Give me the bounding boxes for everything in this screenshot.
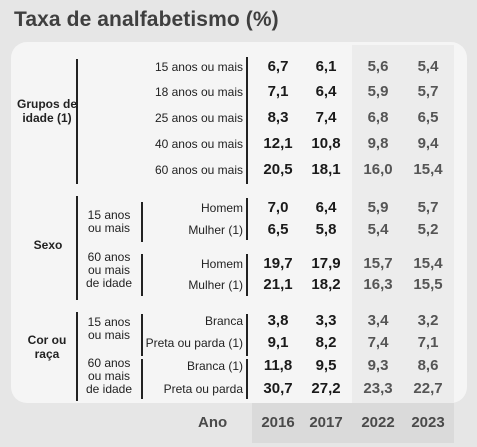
table-cell: 6,7	[267, 58, 289, 75]
row-label: Preta ou parda (1)	[145, 336, 243, 350]
subgroup-label-sex-15: 15 anos ou mais	[87, 208, 131, 235]
table-cell: 22,7	[413, 380, 443, 397]
row-label: Branca	[204, 314, 243, 328]
table-cell: 9,5	[315, 357, 337, 374]
divider-race-15	[246, 314, 248, 356]
table-cell: 15,5	[413, 276, 443, 293]
table-cell: 6,1	[315, 58, 337, 75]
table-cell: 3,4	[367, 312, 389, 329]
divider-sex-15	[246, 198, 248, 240]
subgroup-label-race-60: 60 anos ou mais de idade	[85, 356, 133, 396]
table-cell: 9,1	[267, 334, 289, 351]
table-cell: 9,8	[367, 135, 389, 152]
table-cell: 3,8	[267, 312, 289, 329]
table-cell: 17,9	[311, 255, 341, 272]
table-cell: 5,7	[417, 83, 439, 100]
table-cell: 10,8	[311, 135, 341, 152]
year-label: 2022	[361, 414, 395, 431]
row-label: Preta ou parda	[163, 382, 243, 396]
subgroup-label-sex-60: 60 anos ou mais de idade	[85, 250, 133, 290]
table-cell: 15,4	[413, 255, 443, 272]
row-label: Mulher (1)	[188, 223, 243, 237]
group-label-race: Cor ou raça	[27, 333, 67, 361]
table-cell: 20,5	[263, 161, 293, 178]
footer-year-cell	[352, 403, 404, 443]
chart-title: Taxa de analfabetismo (%)	[14, 8, 279, 31]
table-cell: 30,7	[263, 380, 293, 397]
table-cell: 5,8	[315, 221, 337, 238]
table-cell: 5,6	[367, 58, 389, 75]
table-cell: 12,1	[263, 135, 293, 152]
bracket-age	[76, 59, 78, 184]
row-label: Homem	[200, 257, 243, 271]
year-label: 2017	[309, 414, 343, 431]
table-cell: 9,4	[417, 135, 439, 152]
row-label: 60 anos ou mais	[154, 163, 243, 177]
table-cell: 3,2	[417, 312, 439, 329]
subgroup-label-race-15: 15 anos ou mais	[87, 315, 131, 342]
table-cell: 6,4	[315, 83, 337, 100]
divider-sex-60	[246, 254, 248, 296]
table-cell: 27,2	[311, 380, 341, 397]
table-cell: 9,3	[367, 357, 389, 374]
table-cell: 15,7	[363, 255, 393, 272]
table-cell: 18,2	[311, 276, 341, 293]
table-cell: 19,7	[263, 255, 293, 272]
bracket-race-60	[141, 359, 143, 399]
table-cell: 6,4	[315, 199, 337, 216]
table-cell: 6,5	[417, 109, 439, 126]
footer-year-cell	[252, 403, 304, 443]
table-cell: 16,0	[363, 161, 393, 178]
table-cell: 15,4	[413, 161, 443, 178]
row-label: 15 anos ou mais	[154, 60, 243, 74]
table-cell: 7,4	[315, 109, 337, 126]
row-label: Mulher (1)	[188, 278, 243, 292]
footer-year-cell	[402, 403, 454, 443]
table-cell: 7,0	[267, 199, 289, 216]
divider-race-60	[246, 359, 248, 399]
bracket-race-15	[141, 314, 143, 356]
table-cell: 5,7	[417, 199, 439, 216]
table-cell: 18,1	[311, 161, 341, 178]
group-label-sex: Sexo	[33, 238, 63, 252]
bracket-sex-15	[141, 202, 143, 242]
bracket-race	[76, 312, 78, 401]
row-label: 18 anos ou mais	[154, 85, 243, 99]
table-cell: 7,1	[417, 334, 439, 351]
table-cell: 7,1	[267, 83, 289, 100]
table-cell: 21,1	[263, 276, 293, 293]
row-label: Branca (1)	[186, 359, 243, 373]
table-cell: 5,2	[417, 221, 439, 238]
row-label: Homem	[200, 201, 243, 215]
year-label: 2023	[411, 414, 445, 431]
column-band	[402, 45, 454, 403]
table-cell: 8,3	[267, 109, 289, 126]
column-band	[352, 45, 404, 403]
bracket-sex	[76, 196, 78, 300]
table-cell: 11,8	[263, 357, 293, 374]
footer-year-cell	[300, 403, 352, 443]
table-cell: 6,5	[267, 221, 289, 238]
row-label: 40 anos ou mais	[154, 137, 243, 151]
bracket-sex-60	[141, 254, 143, 296]
table-cell: 5,4	[367, 221, 389, 238]
table-cell: 5,9	[367, 83, 389, 100]
divider-age	[246, 57, 248, 184]
table-cell: 8,6	[417, 357, 439, 374]
table-cell: 5,4	[417, 58, 439, 75]
table-cell: 3,3	[315, 312, 337, 329]
table-cell: 16,3	[363, 276, 393, 293]
table-cell: 23,3	[363, 380, 393, 397]
table-cell: 5,9	[367, 199, 389, 216]
group-label-age: Grupos de idade (1)	[16, 97, 77, 125]
year-axis-label: Ano	[198, 414, 228, 431]
table-cell: 7,4	[367, 334, 389, 351]
table-cell: 6,8	[367, 109, 389, 126]
row-label: 25 anos ou mais	[154, 111, 243, 125]
table-cell: 8,2	[315, 334, 337, 351]
year-label: 2016	[261, 414, 295, 431]
